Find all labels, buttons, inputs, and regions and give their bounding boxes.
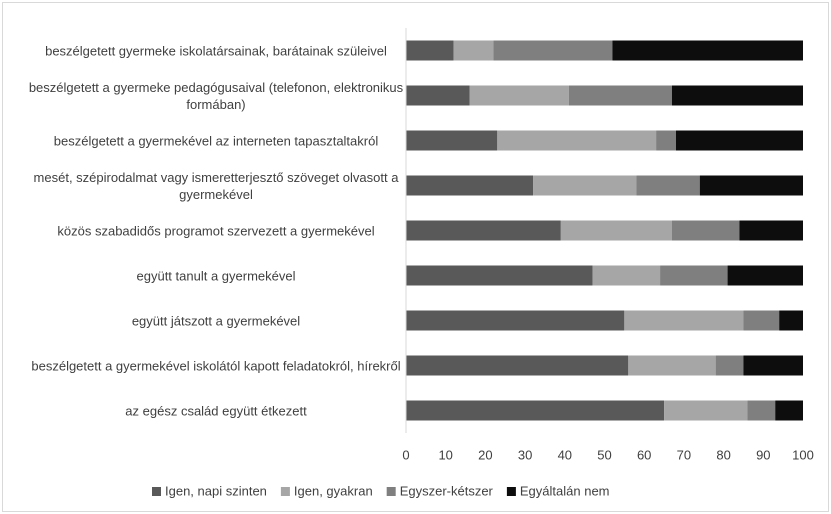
x-tick-label: 50 [597,447,611,462]
x-tick-label: 20 [478,447,492,462]
category-label: együtt játszott a gyermekével [131,313,301,328]
bar-segment [406,175,534,196]
bar-segment [699,175,803,196]
category-label: beszélgetett a gyermeke pedagógusaival (… [28,79,404,112]
bar-segment [406,355,629,376]
bar-segment [406,85,470,106]
bar-segment [671,85,803,106]
bar-segment [747,400,776,421]
bar-segment [406,130,498,151]
x-tick-label: 80 [716,447,730,462]
bar-segment [656,130,676,151]
bar-segment [453,40,494,61]
bar-segment [493,40,613,61]
x-tick-label: 60 [637,447,651,462]
bar-segment [671,220,740,241]
category-label: beszélgetett a gyermekével iskolától kap… [31,358,401,373]
bar-segment [469,85,569,106]
bar-segment [715,355,744,376]
category-label: beszélgetett a gyermekével az interneten… [53,133,379,148]
category-label: beszélgetett gyermeke iskolatársainak, b… [45,43,387,58]
category-label: mesét, szépirodalmat vagy ismeretterjesz… [33,169,399,202]
category-label: együtt tanult a gyermekével [136,268,296,283]
bar-segment [636,175,700,196]
bar-segment [406,310,625,331]
bar-segment [533,175,637,196]
bar-segment [568,85,672,106]
bar-segment [628,355,716,376]
bar-segment [660,265,728,286]
x-tick-label: 70 [677,447,691,462]
bar-segment [406,265,593,286]
x-tick-label: 90 [756,447,770,462]
legend-label: Egyáltalán nem [520,483,610,498]
x-tick-label: 40 [558,447,572,462]
bar-segment [775,400,803,421]
bar-segment [406,40,454,61]
legend-label: Igen, napi szinten [165,483,267,498]
bar-segment [624,310,744,331]
bar-segment [612,40,803,61]
bar-segment [739,220,803,241]
legend-swatch [506,487,516,496]
x-tick-label: 0 [402,447,409,462]
bar-segment [675,130,803,151]
legend-swatch [152,487,161,496]
legend-label: Igen, gyakran [294,483,373,498]
bar-segment [406,220,561,241]
legend-label: Egyszer-kétszer [400,483,494,498]
bar-segment [727,265,803,286]
bar-segment [743,355,803,376]
bar-segment [560,220,672,241]
legend-swatch [280,487,290,496]
bar-segment [406,400,665,421]
bar-segment [664,400,748,421]
x-tick-label: 30 [518,447,532,462]
x-tick-label: 100 [792,447,814,462]
bar-segment [497,130,657,151]
bar-segment [592,265,661,286]
category-label: közös szabadidős programot szervezett a … [57,223,375,238]
bar-segment [779,310,803,331]
legend-swatch [386,487,396,496]
bar-segment [743,310,780,331]
x-tick-label: 10 [438,447,452,462]
category-label: az egész család együtt étkezett [125,403,307,418]
